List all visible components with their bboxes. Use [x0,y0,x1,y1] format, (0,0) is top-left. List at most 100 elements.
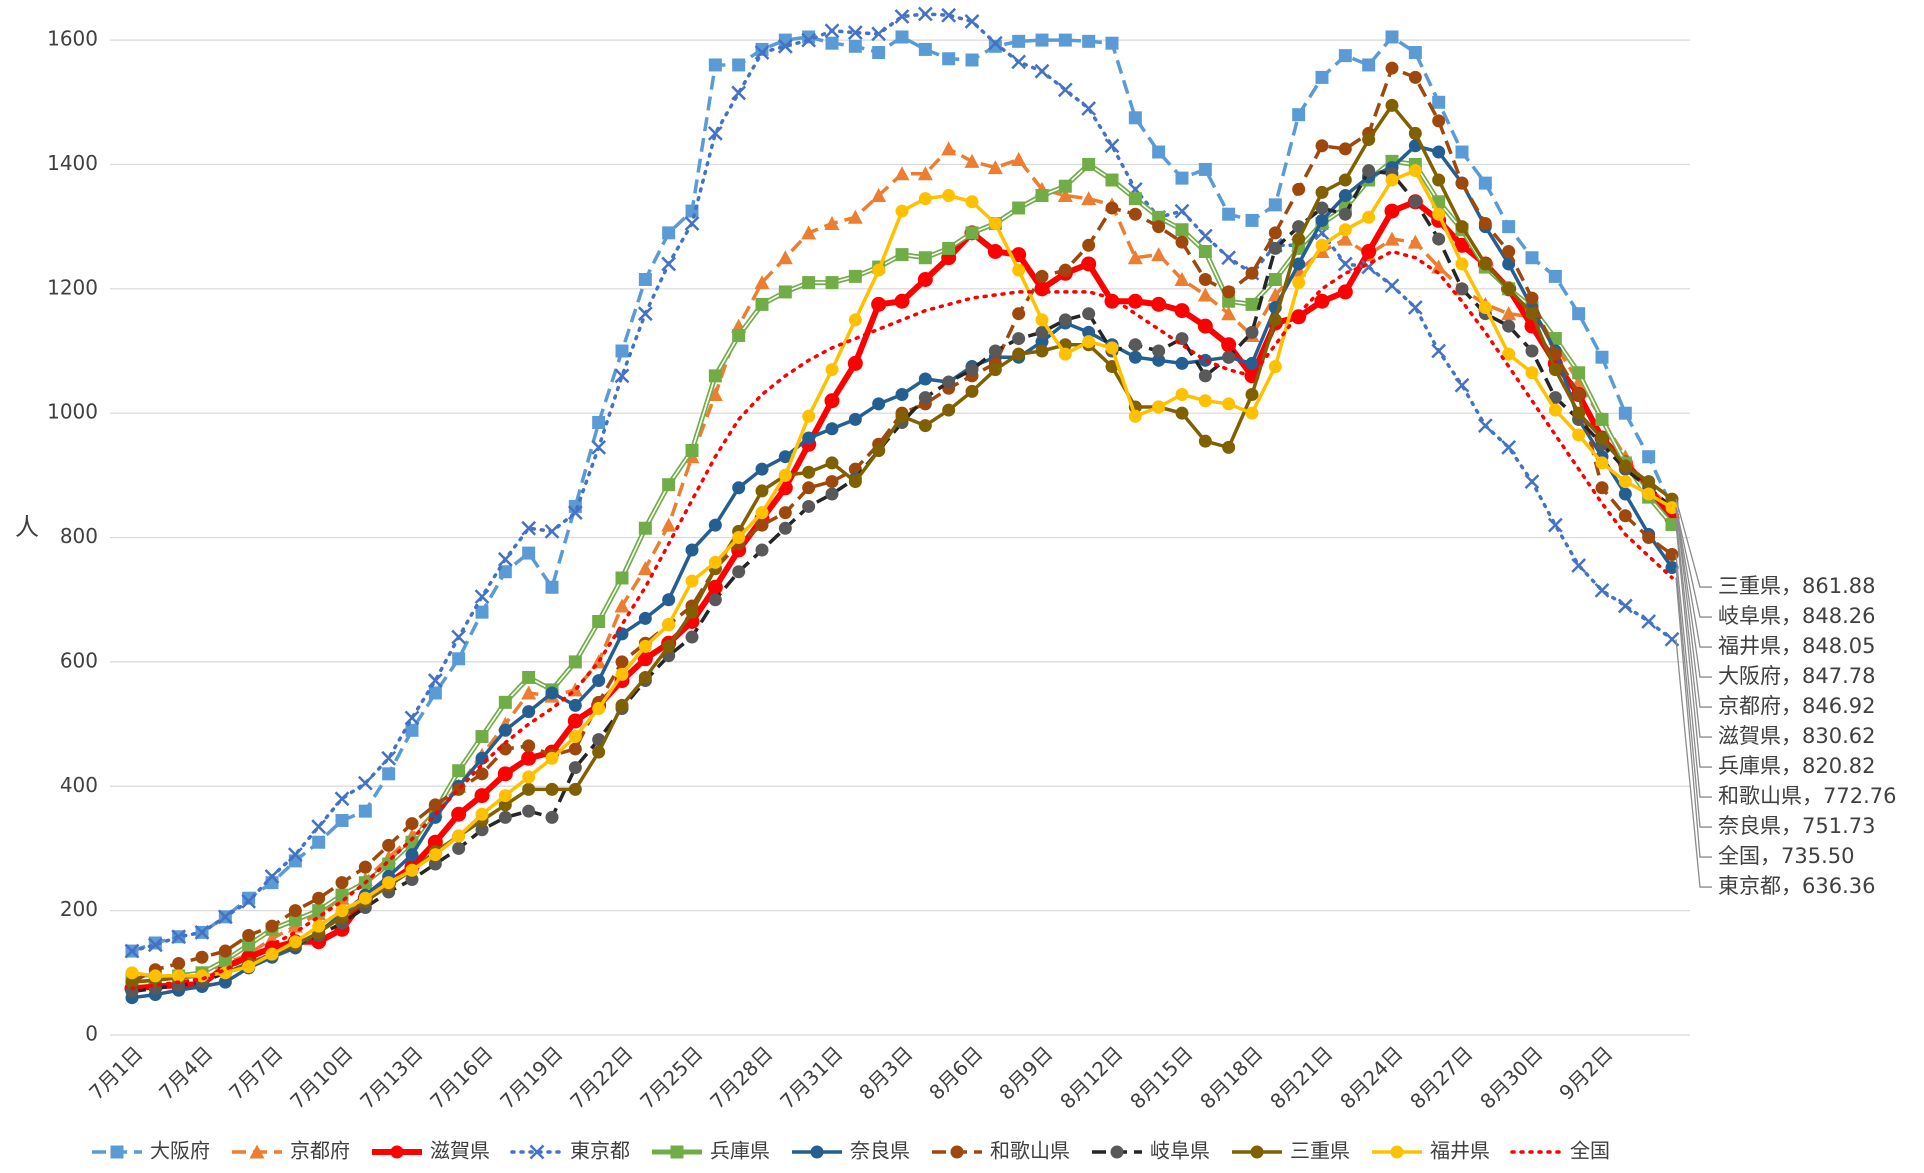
marker [1222,397,1236,411]
marker [1174,303,1190,319]
marker [1198,272,1212,286]
series [125,61,1679,989]
marker [1408,164,1422,178]
marker [755,462,769,476]
end-label: 全国，735.50 [1718,844,1854,868]
marker [544,523,560,539]
marker [1082,238,1096,252]
legend-item: 福井県 [1372,1139,1490,1163]
marker [1268,241,1282,255]
marker [965,363,979,377]
marker [451,629,467,645]
marker [825,276,839,290]
marker [638,639,652,653]
marker [685,574,699,588]
marker [685,543,699,557]
legend-item: 大阪府 [92,1139,210,1163]
marker [1315,213,1329,227]
legend-label: 福井県 [1430,1139,1490,1163]
marker [1268,313,1282,327]
marker [1407,234,1423,249]
marker [125,966,139,980]
marker [1384,231,1400,246]
legend-marker [529,1144,545,1160]
end-label: 京都府，846.92 [1718,694,1875,718]
marker [825,456,839,470]
marker [1455,220,1469,234]
marker [1431,259,1447,274]
marker [1618,475,1632,489]
marker [637,651,653,667]
marker [1618,406,1632,420]
marker [918,419,932,433]
marker [1057,82,1073,98]
marker [592,745,606,759]
marker [1384,203,1400,219]
y-tick-label: 1200 [47,275,98,299]
marker [1618,459,1632,473]
x-tick-label: 8月21日 [1265,1041,1337,1113]
marker [1152,210,1166,224]
end-label: 奈良県，751.73 [1718,814,1875,838]
marker [497,551,513,567]
marker [335,813,349,827]
marker [988,363,1002,377]
marker [1174,203,1190,219]
marker [987,244,1003,260]
x-tick-label: 7月28日 [705,1041,777,1113]
marker [824,216,840,231]
y-axis-label: 人 [15,513,39,541]
marker [428,686,442,700]
marker [264,869,280,884]
marker [1151,247,1167,262]
marker [1035,344,1049,358]
marker [1477,418,1493,434]
leader-line [1675,498,1712,588]
marker [1362,58,1376,72]
marker [1268,360,1282,374]
x-tick-label: 8月18日 [1195,1041,1267,1113]
marker [1455,282,1469,296]
marker [452,841,466,855]
marker [732,565,746,579]
marker [1315,185,1329,199]
marker [1151,296,1167,312]
marker [1642,531,1656,545]
marker [1338,49,1352,63]
leader-line [1675,554,1712,798]
x-tick-label: 8月6日 [924,1041,987,1104]
marker [872,263,886,277]
marker [778,521,792,535]
marker [1338,142,1352,156]
leader-line [1675,507,1712,678]
marker [917,6,933,22]
series [125,154,1679,986]
marker [1525,307,1539,321]
marker [1642,475,1656,489]
marker [1035,269,1049,283]
marker [1502,282,1516,296]
marker [801,225,817,240]
marker [1268,226,1282,240]
marker [778,285,792,299]
marker [1642,450,1656,464]
marker [685,605,699,619]
marker [615,698,629,712]
marker [1058,313,1072,327]
x-tick-label: 8月9日 [994,1041,1057,1104]
marker [1572,388,1586,402]
marker [1127,250,1143,265]
marker [522,782,536,796]
marker [1011,54,1027,70]
marker [1337,256,1353,272]
end-label: 岐阜県，848.26 [1718,604,1875,628]
marker [405,723,419,737]
marker [522,739,536,753]
marker [404,710,420,726]
marker [1385,98,1399,112]
marker [1035,33,1049,47]
marker [592,674,606,688]
legend-marker [810,1145,824,1159]
marker [1035,313,1049,327]
marker [731,85,747,101]
